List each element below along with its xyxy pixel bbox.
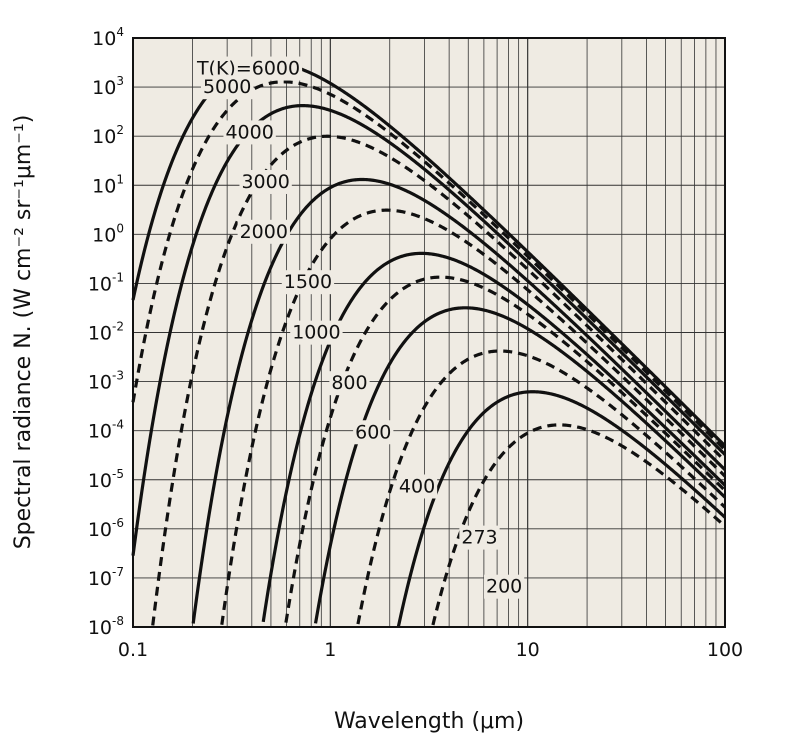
x-tick-labels: 0.1 1 10 100	[118, 639, 743, 661]
curve-label-273k: 273	[461, 527, 497, 549]
y-tick-exponent: 0	[116, 221, 124, 235]
y-tick-base: 10	[88, 519, 112, 541]
y-tick-exponent: 3	[116, 74, 124, 88]
y-tick-label: 10-1	[88, 270, 124, 295]
y-tick-exponent: -3	[112, 369, 124, 383]
y-tick-label: 10-6	[88, 516, 124, 541]
curve-400k	[356, 349, 727, 625]
y-tick-label: 101	[92, 172, 124, 197]
curve-label-3000k: 3000	[241, 171, 289, 193]
curve-label-200k: 200	[486, 576, 522, 598]
curve-label-background	[459, 525, 500, 550]
curve-200k	[431, 423, 727, 626]
y-tick-base: 10	[88, 372, 112, 394]
y-tick-labels: 10410310210110010-110-210-310-410-510-61…	[88, 25, 124, 639]
curve-label-800k: 800	[331, 372, 367, 394]
curve-600k	[313, 306, 727, 624]
plot-frame	[132, 37, 726, 628]
curve-label-600k: 600	[355, 421, 391, 443]
curve-label-background	[396, 474, 438, 499]
y-tick-label: 10-8	[88, 614, 124, 639]
y-tick-base: 10	[88, 323, 112, 345]
y-tick-base: 10	[88, 617, 112, 639]
curve-label-background	[237, 219, 290, 244]
curve-1000k	[261, 251, 727, 623]
y-tick-base: 10	[92, 175, 116, 197]
y-tick-base: 10	[92, 224, 116, 246]
y-tick-label: 10-3	[88, 369, 124, 394]
x-tick-label: 10	[516, 639, 540, 661]
y-tick-exponent: 1	[116, 172, 124, 186]
y-tick-base: 10	[88, 470, 112, 492]
curve-label-1000k: 1000	[292, 322, 340, 344]
curve-label-4000k: 4000	[225, 121, 273, 143]
y-tick-exponent: -2	[112, 320, 124, 334]
y-tick-exponent: -6	[112, 516, 124, 530]
y-tick-label: 10-7	[88, 565, 124, 590]
y-tick-base: 10	[88, 273, 112, 295]
curve-3000k	[151, 134, 727, 626]
x-axis-label: Wavelength (μm)	[334, 709, 524, 734]
curve-273k	[396, 390, 727, 627]
curve-label-background	[353, 420, 394, 445]
y-tick-label: 104	[92, 25, 124, 50]
curve-label-background	[329, 371, 370, 396]
y-tick-base: 10	[92, 126, 116, 148]
curve-label-2000k: 2000	[240, 221, 288, 243]
curves	[131, 60, 727, 627]
y-tick-base: 10	[92, 77, 116, 99]
x-tick-label: 1	[324, 639, 336, 661]
curve-label-6000k: T(K)=6000	[196, 58, 300, 80]
curve-label-background	[223, 120, 276, 145]
y-tick-base: 10	[88, 421, 112, 443]
y-tick-exponent: -1	[112, 270, 124, 284]
curve-label-background	[200, 75, 254, 100]
curve-label-1500k: 1500	[284, 271, 332, 293]
curve-5000k	[131, 80, 727, 451]
y-axis-label: Spectral radiance N. (W cm⁻² sr⁻¹μm⁻¹)	[11, 115, 36, 550]
y-tick-exponent: -8	[112, 614, 124, 628]
curve-label-400k: 400	[399, 475, 435, 497]
y-tick-label: 103	[92, 74, 124, 99]
x-tick-label: 0.1	[118, 639, 148, 661]
curve-label-5000k: 5000	[203, 76, 251, 98]
y-tick-label: 10-2	[88, 320, 124, 345]
y-tick-exponent: -7	[112, 565, 124, 579]
y-tick-label: 102	[92, 123, 124, 148]
curve-label-background	[290, 320, 343, 345]
y-tick-exponent: 4	[116, 25, 124, 39]
curve-label-background	[281, 270, 335, 295]
curve-800k	[284, 275, 727, 623]
y-tick-exponent: -4	[112, 418, 124, 432]
curve-2000k	[191, 177, 727, 624]
curve-label-background	[484, 574, 525, 599]
y-tick-label: 10-5	[88, 467, 124, 492]
y-tick-base: 10	[92, 28, 116, 50]
y-tick-base: 10	[88, 568, 112, 590]
y-tick-exponent: -5	[112, 467, 124, 481]
y-tick-label: 100	[92, 221, 124, 246]
curve-4000k	[131, 104, 727, 556]
y-tick-label: 10-4	[88, 418, 124, 443]
y-tick-exponent: 2	[116, 123, 124, 137]
curve-label-background	[239, 169, 292, 194]
x-tick-label: 100	[707, 639, 743, 661]
